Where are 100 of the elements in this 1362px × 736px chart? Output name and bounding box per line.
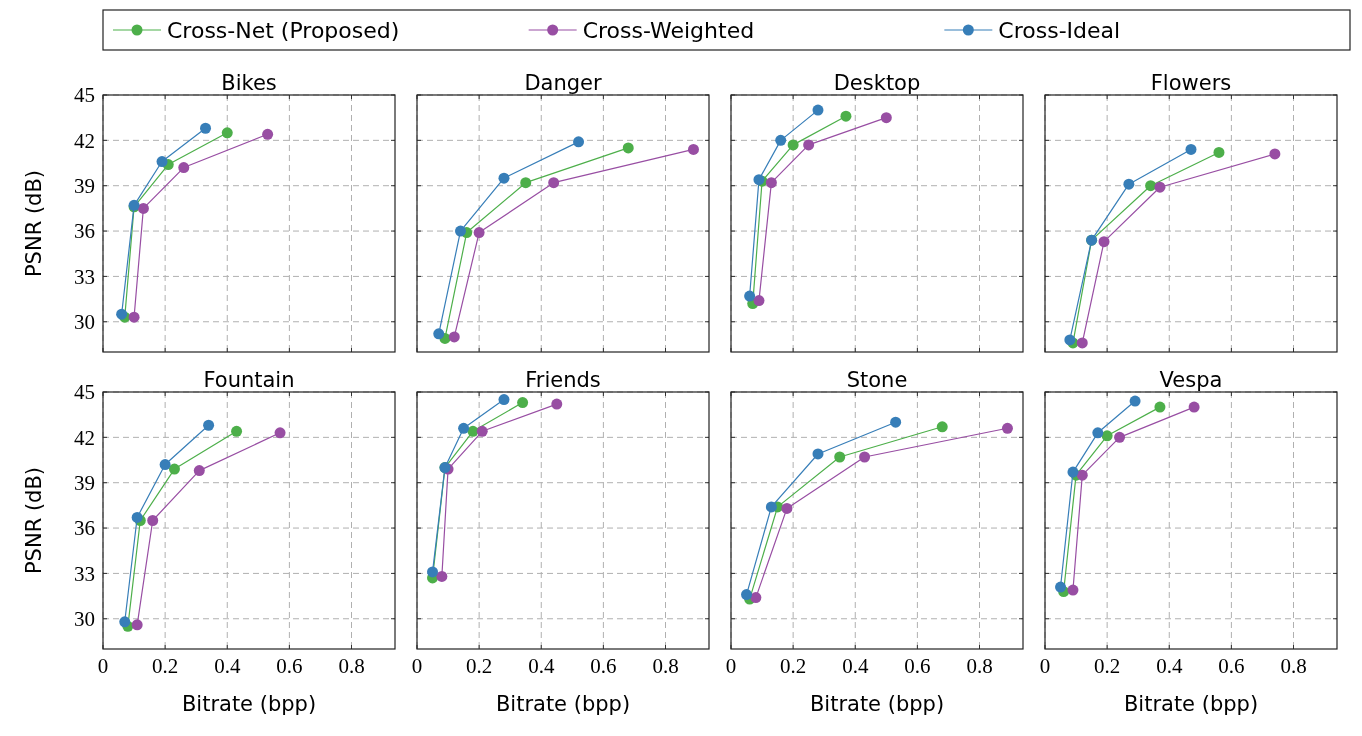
point bbox=[812, 104, 824, 116]
point bbox=[454, 225, 466, 237]
point bbox=[622, 142, 634, 154]
x-tick-label: 0.2 bbox=[466, 654, 493, 678]
y-tick-label: 42 bbox=[74, 128, 95, 153]
x-tick-label: 0 bbox=[1039, 654, 1051, 678]
point bbox=[744, 290, 756, 302]
point bbox=[1092, 427, 1104, 439]
x-tick-label: 0.2 bbox=[1094, 654, 1121, 678]
x-tick-label: 0.8 bbox=[652, 654, 679, 678]
point bbox=[262, 128, 274, 140]
point bbox=[119, 616, 131, 628]
point bbox=[1123, 178, 1135, 190]
point bbox=[498, 394, 510, 406]
point bbox=[1154, 181, 1166, 193]
point bbox=[1076, 469, 1088, 481]
y-axis-title: PSNR (dB) bbox=[22, 466, 46, 575]
point bbox=[1067, 584, 1079, 596]
point bbox=[880, 112, 892, 124]
point bbox=[1001, 422, 1013, 434]
y-tick-label: 39 bbox=[74, 174, 95, 199]
point bbox=[765, 177, 777, 189]
point bbox=[1098, 236, 1110, 248]
point bbox=[1213, 146, 1225, 158]
point bbox=[231, 425, 243, 437]
point bbox=[128, 311, 140, 323]
chart-title: Fountain bbox=[203, 368, 295, 392]
point bbox=[1185, 143, 1197, 155]
y-tick-label: 36 bbox=[74, 516, 95, 541]
x-tick-label: 0.6 bbox=[590, 654, 617, 678]
point bbox=[476, 425, 488, 437]
point bbox=[448, 331, 460, 343]
point bbox=[1129, 395, 1141, 407]
point bbox=[178, 162, 190, 174]
x-tick-label: 0.4 bbox=[528, 654, 555, 678]
x-tick-label: 0 bbox=[725, 654, 737, 678]
point bbox=[812, 448, 824, 460]
point bbox=[936, 421, 948, 433]
y-tick-label: 45 bbox=[74, 83, 95, 108]
y-tick-label: 33 bbox=[74, 561, 95, 586]
x-tick-label: 0.8 bbox=[338, 654, 365, 678]
point bbox=[159, 459, 171, 471]
point bbox=[741, 589, 753, 601]
point bbox=[765, 501, 777, 513]
point bbox=[890, 416, 902, 428]
point bbox=[274, 427, 286, 439]
point bbox=[436, 570, 448, 582]
x-axis-title: Bitrate (bpp) bbox=[1123, 692, 1259, 716]
point bbox=[551, 398, 563, 410]
point bbox=[1154, 401, 1166, 413]
x-axis-title: Bitrate (bpp) bbox=[181, 692, 317, 716]
point bbox=[781, 502, 793, 514]
chart-title: Stone bbox=[846, 368, 908, 392]
point bbox=[168, 463, 180, 475]
x-tick-label: 0.8 bbox=[1280, 654, 1307, 678]
x-tick-label: 0.6 bbox=[276, 654, 303, 678]
point bbox=[147, 515, 159, 526]
x-tick-label: 0.8 bbox=[966, 654, 993, 678]
legend-label: Cross-Ideal bbox=[998, 17, 1121, 43]
point bbox=[750, 592, 762, 604]
point bbox=[1269, 148, 1281, 160]
point bbox=[517, 397, 529, 409]
chart-title: Friends bbox=[525, 368, 601, 392]
point bbox=[498, 172, 510, 184]
point bbox=[203, 419, 215, 431]
y-tick-label: 39 bbox=[74, 471, 95, 496]
point bbox=[787, 139, 799, 151]
x-tick-label: 0.2 bbox=[780, 654, 807, 678]
point bbox=[573, 136, 585, 148]
x-tick-label: 0 bbox=[411, 654, 423, 678]
point bbox=[859, 451, 871, 463]
point bbox=[775, 134, 787, 146]
x-tick-label: 0 bbox=[97, 654, 109, 678]
x-tick-label: 0.6 bbox=[904, 654, 931, 678]
point bbox=[834, 451, 846, 463]
point bbox=[1145, 180, 1157, 192]
x-tick-label: 0.4 bbox=[214, 654, 241, 678]
point bbox=[200, 122, 212, 134]
point bbox=[840, 110, 852, 122]
legend-label: Cross-Net (Proposed) bbox=[167, 17, 400, 43]
chart-title: Vespa bbox=[1159, 368, 1223, 392]
point bbox=[1188, 401, 1200, 413]
point bbox=[548, 177, 560, 189]
point bbox=[131, 511, 143, 523]
x-tick-label: 0.4 bbox=[1156, 654, 1183, 678]
point bbox=[156, 156, 168, 168]
point bbox=[1055, 581, 1067, 593]
y-tick-label: 36 bbox=[74, 219, 95, 244]
x-tick-label: 0.2 bbox=[152, 654, 179, 678]
y-axis-title: PSNR (dB) bbox=[22, 169, 46, 278]
point bbox=[131, 619, 143, 631]
point bbox=[193, 465, 205, 477]
point bbox=[1114, 431, 1126, 443]
x-axis-title: Bitrate (bpp) bbox=[809, 692, 945, 716]
y-tick-label: 30 bbox=[74, 607, 95, 632]
x-tick-label: 0.6 bbox=[1218, 654, 1245, 678]
point bbox=[137, 202, 149, 214]
point bbox=[520, 177, 532, 189]
y-tick-label: 45 bbox=[74, 380, 95, 405]
point bbox=[221, 127, 233, 139]
